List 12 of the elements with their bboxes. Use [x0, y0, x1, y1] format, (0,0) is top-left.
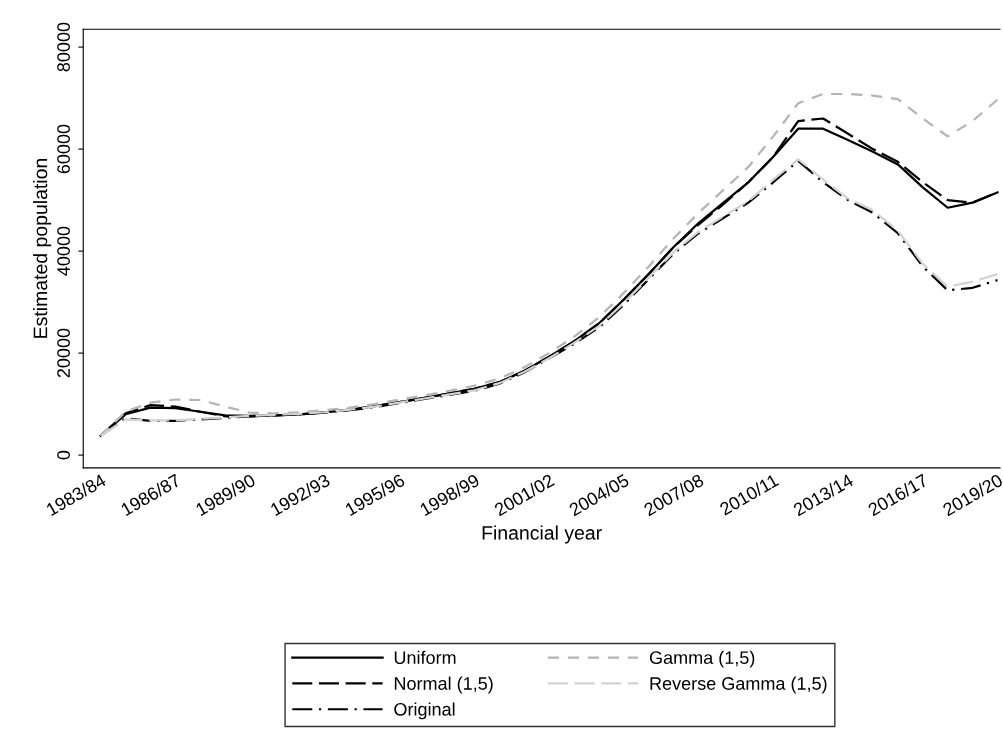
y-tick-label: 20000 — [57, 328, 70, 378]
y-tick-label: 60000 — [57, 124, 70, 174]
x-axis-title: Financial year — [482, 525, 602, 544]
legend-label: Uniform — [394, 650, 456, 665]
y-axis-title: Estimated population — [33, 159, 52, 338]
legend-label: Original — [394, 702, 455, 720]
y-tick-label: 0 — [57, 450, 70, 460]
y-tick-label: 40000 — [57, 226, 70, 276]
legend-label: Normal (1,5) — [394, 676, 493, 694]
legend-label: Reverse Gamma (1,5) — [650, 676, 827, 694]
legend-label: Gamma (1,5) — [649, 650, 755, 668]
y-tick-label: 80000 — [57, 22, 70, 72]
